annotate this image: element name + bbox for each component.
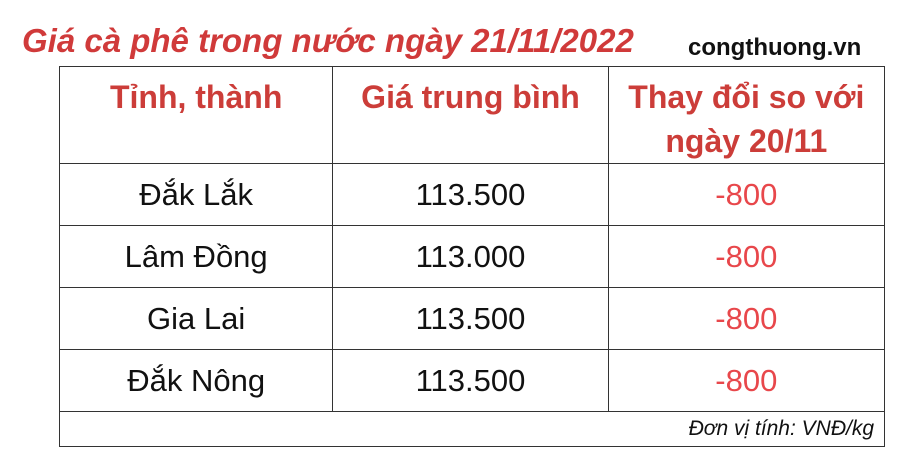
province-cell: Lâm Đồng	[58, 225, 334, 288]
coffee-price-table: Tỉnh, thành Giá trung bình Thay đổi so v…	[58, 66, 886, 447]
table-footer-row: Đơn vị tính: VNĐ/kg	[59, 411, 885, 447]
price-cell: 113.000	[332, 225, 609, 288]
table-header-row: Tỉnh, thành Giá trung bình Thay đổi so v…	[58, 66, 886, 164]
change-cell: -800	[607, 349, 886, 412]
header-average-price: Giá trung bình	[332, 66, 609, 164]
change-cell: -800	[607, 163, 886, 226]
unit-note: Đơn vị tính: VNĐ/kg	[59, 411, 885, 447]
source-label: congthuong.vn	[688, 34, 862, 61]
table-row: Gia Lai 113.500 -800	[58, 287, 886, 350]
province-cell: Đắk Lắk	[58, 163, 334, 226]
header-province: Tỉnh, thành	[58, 66, 334, 164]
price-cell: 113.500	[332, 287, 609, 350]
change-cell: -800	[607, 225, 886, 288]
page-title: Giá cà phê trong nước ngày 21/11/2022	[22, 22, 634, 59]
province-cell: Đắk Nông	[58, 349, 334, 412]
table-row: Đắk Lắk 113.500 -800	[58, 163, 886, 226]
price-cell: 113.500	[332, 349, 609, 412]
table-row: Lâm Đồng 113.000 -800	[58, 225, 886, 288]
province-cell: Gia Lai	[58, 287, 334, 350]
change-cell: -800	[607, 287, 886, 350]
price-cell: 113.500	[332, 163, 609, 226]
header-change: Thay đổi so với ngày 20/11	[607, 66, 886, 164]
table-row: Đắk Nông 113.500 -800	[58, 349, 886, 412]
